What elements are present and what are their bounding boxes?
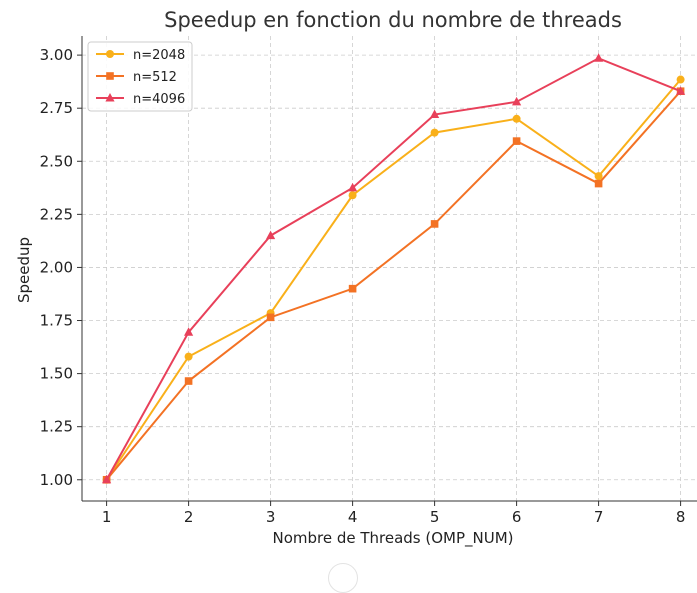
legend-marker bbox=[106, 72, 114, 80]
y-tick-label: 1.00 bbox=[40, 471, 73, 489]
x-tick-label: 5 bbox=[430, 508, 440, 526]
series-line bbox=[105, 57, 681, 481]
series-line bbox=[105, 78, 682, 481]
x-tick-label: 2 bbox=[184, 508, 194, 526]
legend-item-n-512: n=512 bbox=[96, 70, 177, 85]
axes bbox=[77, 36, 697, 506]
legend: n=2048 n=512 n=4096 bbox=[87, 41, 193, 112]
x-tick-label: 3 bbox=[266, 508, 276, 526]
series-line bbox=[105, 90, 682, 481]
legend-label: n=2048 bbox=[133, 48, 185, 63]
data-point bbox=[594, 172, 603, 181]
data-point bbox=[594, 179, 603, 188]
data-point bbox=[266, 313, 275, 322]
data-point bbox=[512, 114, 521, 123]
legend-label: n=4096 bbox=[133, 92, 185, 107]
data-point bbox=[184, 327, 194, 336]
data-point bbox=[266, 230, 276, 240]
y-tick-label: 1.25 bbox=[40, 418, 73, 436]
x-tick-label: 6 bbox=[512, 508, 522, 526]
data-point bbox=[430, 128, 439, 137]
y-tick-label: 2.25 bbox=[40, 205, 73, 223]
data-point bbox=[430, 109, 440, 119]
data-point bbox=[512, 96, 522, 106]
speedup-chart: Speedup en fonction du nombre de threads… bbox=[15, 8, 697, 548]
x-tick-label: 7 bbox=[594, 508, 604, 526]
y-tick-label: 2.50 bbox=[40, 152, 73, 170]
x-tick-label: 1 bbox=[102, 508, 112, 526]
grid bbox=[82, 36, 697, 501]
series-n-512 bbox=[102, 87, 685, 484]
legend-marker bbox=[106, 50, 114, 58]
series-n-4096 bbox=[102, 53, 686, 484]
data-point bbox=[676, 75, 685, 84]
x-tick-label: 8 bbox=[676, 508, 686, 526]
data-point bbox=[184, 377, 193, 385]
data-point bbox=[184, 352, 193, 361]
legend-item-n-2048: n=2048 bbox=[96, 48, 185, 63]
data-point bbox=[430, 220, 439, 228]
chart-title: Speedup en fonction du nombre de threads bbox=[164, 8, 622, 32]
data-point bbox=[594, 53, 604, 62]
y-tick-label: 2.75 bbox=[40, 99, 73, 117]
scroll-indicator[interactable] bbox=[328, 563, 358, 593]
data-point bbox=[348, 191, 357, 200]
data-point bbox=[676, 86, 686, 95]
data-point bbox=[348, 182, 358, 192]
legend-marker bbox=[105, 93, 115, 102]
x-tick-labels: 1 2 3 4 5 6 7 8 bbox=[102, 508, 686, 526]
y-tick-label: 1.75 bbox=[40, 312, 73, 330]
x-axis-label: Nombre de Threads (OMP_NUM) bbox=[272, 529, 513, 548]
legend-label: n=512 bbox=[133, 70, 177, 85]
legend-item-n-4096: n=4096 bbox=[96, 92, 185, 107]
x-tick-label: 4 bbox=[348, 508, 358, 526]
legend-box bbox=[87, 41, 193, 112]
series-layer bbox=[102, 53, 686, 484]
y-tick-label: 1.50 bbox=[40, 365, 73, 383]
data-point bbox=[348, 284, 357, 293]
y-tick-label: 2.00 bbox=[40, 258, 73, 276]
data-point bbox=[102, 474, 112, 484]
y-tick-label: 3.00 bbox=[40, 46, 73, 64]
y-tick-labels: 1.00 1.25 1.50 1.75 2.00 2.25 2.50 2.75 3.00 bbox=[40, 46, 73, 489]
data-point bbox=[512, 137, 521, 145]
y-axis-label: Speedup bbox=[15, 237, 33, 303]
series-n-2048 bbox=[102, 75, 685, 484]
